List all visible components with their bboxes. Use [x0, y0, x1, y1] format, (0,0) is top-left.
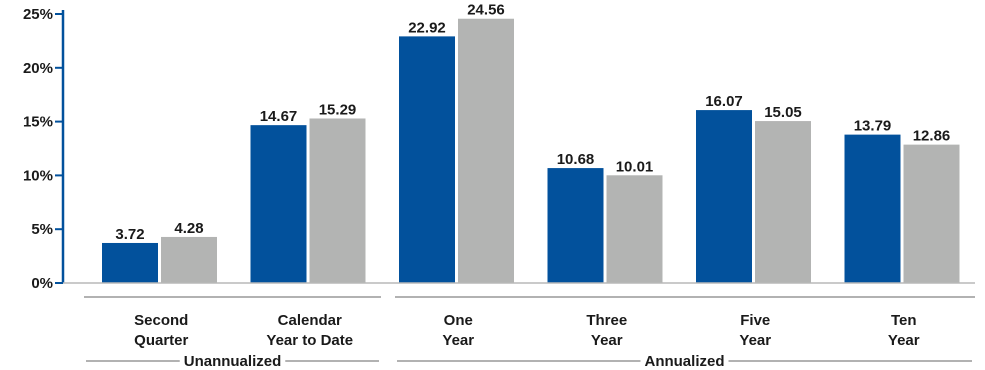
category-label: Second	[134, 312, 188, 329]
category-label: One	[444, 312, 473, 329]
group-label: Unannualized	[184, 353, 282, 370]
group-label: Annualized	[644, 353, 724, 370]
bar	[844, 134, 901, 283]
bar	[696, 110, 752, 284]
data-label: 15.29	[319, 101, 357, 118]
category-label: Year to Date	[266, 332, 353, 349]
group-labels: Unannualized Annualized	[86, 353, 972, 370]
data-label: 3.72	[115, 226, 144, 243]
category-label: Year	[739, 332, 771, 349]
data-label: 4.28	[174, 220, 203, 237]
bar	[309, 118, 366, 283]
bar	[755, 121, 811, 283]
y-tick-label: 0%	[31, 275, 53, 292]
y-tick-label: 15%	[23, 114, 53, 131]
y-axis: 0% 5% 10% 15% 20% 25%	[23, 6, 65, 292]
category-label: Year	[888, 332, 920, 349]
bar	[250, 125, 307, 283]
category-label: Year	[442, 332, 474, 349]
category-labels: Second Quarter Calendar Year to Date One Year…	[134, 312, 920, 349]
value-labels: 3.72 4.28 14.67 15.29 22.92 24.56 10.68 10.01 16…	[115, 2, 950, 243]
y-tick-label: 25%	[23, 6, 53, 23]
data-label: 16.07	[705, 93, 743, 110]
x-axis	[63, 282, 975, 299]
bars	[102, 18, 960, 284]
category-label: Three	[586, 312, 627, 329]
bar	[458, 18, 514, 283]
category-label: Year	[591, 332, 623, 349]
y-tick-label: 10%	[23, 167, 53, 184]
data-label: 10.68	[557, 151, 595, 168]
data-label: 15.05	[764, 104, 802, 121]
bar	[903, 144, 960, 283]
data-label: 12.86	[913, 128, 951, 145]
data-label: 13.79	[854, 118, 892, 135]
y-tick-label: 20%	[23, 60, 53, 77]
y-tick-label: 5%	[31, 221, 53, 238]
bar	[161, 236, 217, 283]
category-label: Five	[740, 312, 770, 329]
bar	[606, 175, 663, 283]
bar	[399, 36, 455, 283]
data-label: 24.56	[467, 2, 505, 19]
bar	[102, 242, 158, 283]
data-label: 10.01	[616, 158, 654, 175]
data-label: 22.92	[408, 19, 446, 36]
category-label: Calendar	[278, 312, 342, 329]
category-label: Quarter	[134, 332, 188, 349]
data-label: 14.67	[260, 108, 298, 125]
category-label: Ten	[891, 312, 917, 329]
bar	[547, 168, 604, 283]
